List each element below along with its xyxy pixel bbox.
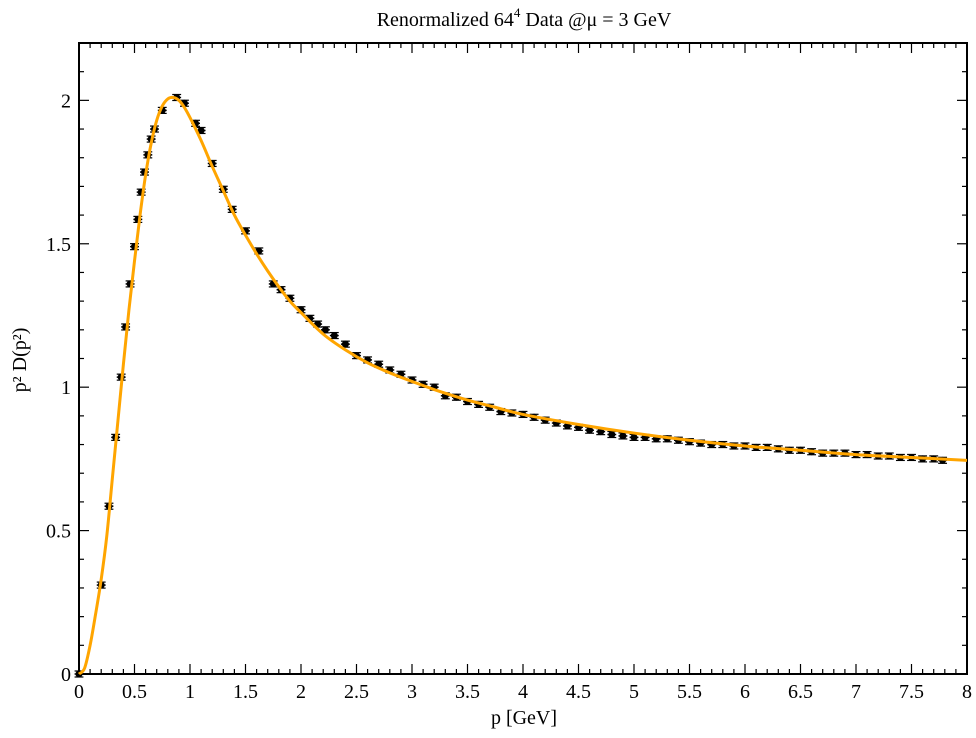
axis-ticks xyxy=(78,42,968,675)
x-tick-label: 5.5 xyxy=(677,681,702,703)
data-point xyxy=(196,126,206,135)
x-tick-label: 7 xyxy=(851,681,861,703)
plot-frame xyxy=(78,42,968,675)
data-point xyxy=(607,430,617,439)
x-tick-label: 0.5 xyxy=(122,681,147,703)
x-tick-label: 7.5 xyxy=(899,681,924,703)
x-tick-label: 6 xyxy=(740,681,750,703)
y-axis-label: p² D(p²) xyxy=(9,328,31,393)
y-tick-label: 1.5 xyxy=(46,234,71,256)
x-tick-label: 2.5 xyxy=(344,681,369,703)
y-tick-label: 1 xyxy=(61,377,71,399)
y-tick-label: 2 xyxy=(61,90,71,112)
chart-title: Renormalized 644 Data @μ = 3 GeV xyxy=(377,5,672,31)
y-tick-label: 0 xyxy=(61,664,71,686)
data-points xyxy=(74,93,948,678)
x-axis-label: p [GeV] xyxy=(491,707,557,729)
y-tick-label: 0.5 xyxy=(46,521,71,543)
x-tick-label: 1.5 xyxy=(233,681,258,703)
x-tick-label: 3.5 xyxy=(455,681,480,703)
x-tick-label: 4.5 xyxy=(566,681,591,703)
x-tick-label: 0 xyxy=(74,681,84,703)
x-tick-label: 5 xyxy=(629,681,639,703)
y-tick-labels: 0 0.5 1 1.5 2 xyxy=(46,90,71,686)
data-point xyxy=(329,331,339,340)
x-tick-labels: 0 0.5 1 1.5 2 2.5 3 3.5 4 4.5 5 5.5 6 6.5 7 7.5 8 xyxy=(74,681,972,703)
x-tick-label: 8 xyxy=(962,681,972,703)
fit-curve xyxy=(77,95,968,676)
data-point xyxy=(320,326,330,334)
x-tick-label: 3 xyxy=(407,681,417,703)
x-tick-label: 4 xyxy=(518,681,528,703)
x-tick-label: 1 xyxy=(185,681,195,703)
x-tick-label: 6.5 xyxy=(788,681,813,703)
data-point xyxy=(618,432,628,440)
x-tick-label: 2 xyxy=(296,681,306,703)
data-point xyxy=(340,340,350,348)
